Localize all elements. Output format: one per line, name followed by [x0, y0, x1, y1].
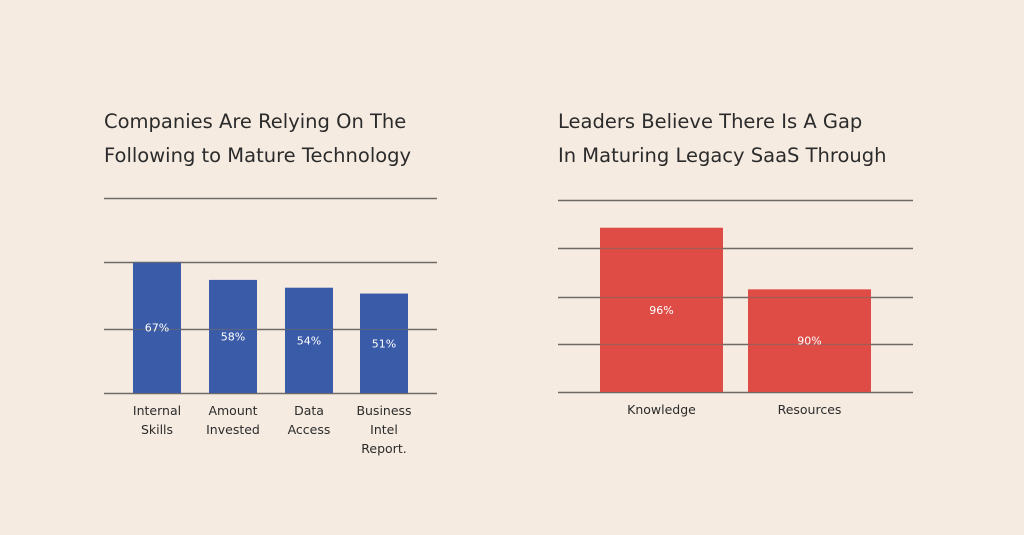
left-category-label: Business	[356, 403, 411, 418]
right-chart-title: Leaders Believe There Is A Gap In Maturi…	[558, 110, 887, 167]
left-value-label: 58%	[221, 330, 245, 343]
left-category-label: Report.	[361, 441, 406, 456]
left-category-label: Internal	[133, 403, 181, 418]
right-bar-knowledge	[600, 227, 723, 392]
left-value-label: 67%	[145, 322, 169, 335]
left-category-label: Amount	[208, 403, 257, 418]
left-chart-title: Companies Are Relying On The Following t…	[104, 110, 412, 167]
right-bar-resources	[748, 289, 871, 392]
left-category-label: Invested	[206, 422, 260, 437]
left-category-label: Intel	[370, 422, 398, 437]
left-category-label: Access	[288, 422, 331, 437]
left-bar-amount-invested	[209, 279, 257, 393]
right-value-label: 90%	[797, 335, 821, 348]
left-bar-internal-skills	[133, 262, 181, 393]
right-category-label: Knowledge	[627, 402, 696, 417]
left-bar-business-intel-report	[360, 293, 408, 393]
left-category-label: Data	[294, 403, 324, 418]
left-category-label: Skills	[141, 422, 173, 437]
left-value-label: 51%	[372, 337, 396, 350]
left-value-label: 54%	[297, 334, 321, 347]
right-category-label: Resources	[778, 402, 842, 417]
left-bar-data-access	[285, 287, 333, 393]
right-value-label: 96%	[649, 304, 673, 317]
